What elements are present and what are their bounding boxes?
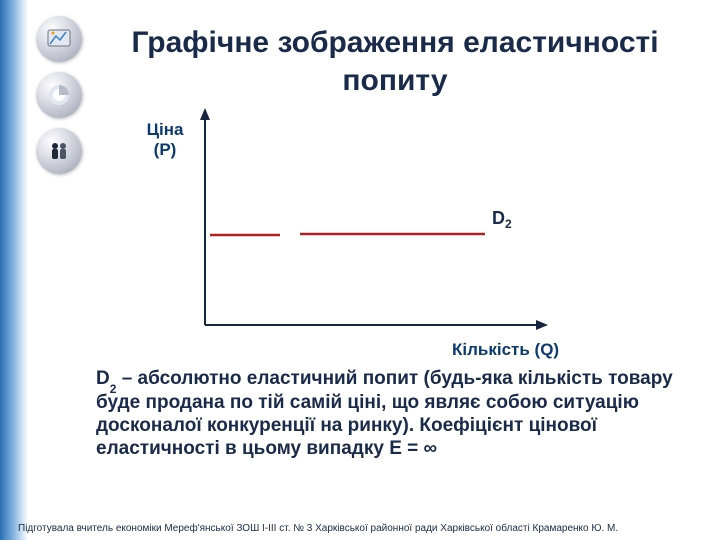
explanation-d2-prefix: D [96,368,110,389]
footer-credit: Підготувала вчитель економіки Мереф'янсь… [18,523,713,534]
explanation-text: D2 – абсолютно еластичний попит (будь-як… [96,368,686,461]
explanation-d2: D2 [96,368,122,389]
explanation-rest: – абсолютно еластичний попит (будь-яка к… [96,368,673,459]
x-axis-label: Кількість (Q) [452,340,559,360]
explanation-d2-sub: 2 [110,382,117,396]
